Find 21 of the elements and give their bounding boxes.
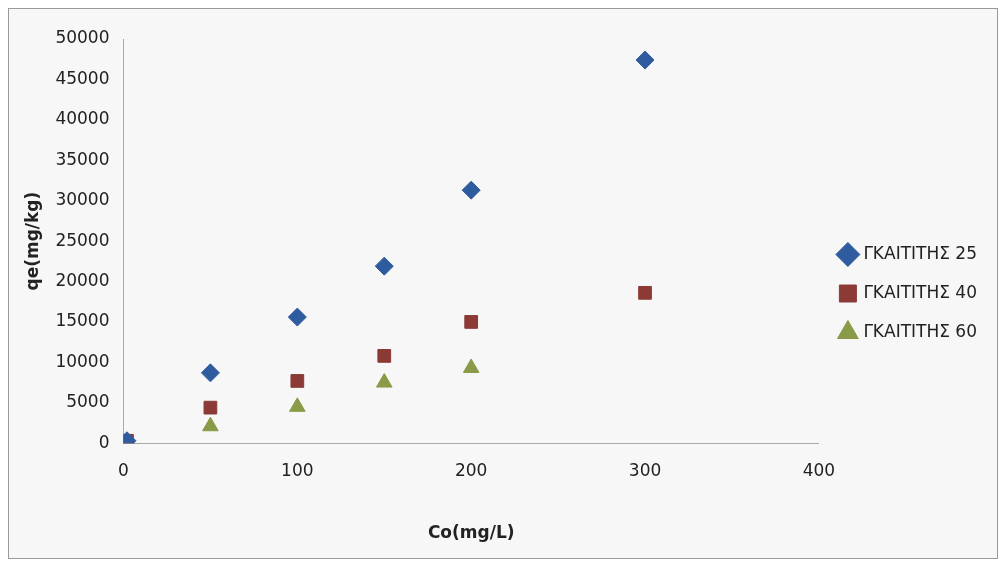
y-tick-label: 30000	[55, 189, 110, 210]
x-tick-label: 200	[454, 459, 488, 480]
y-tick-label: 15000	[55, 310, 110, 331]
y-tick-label: 5000	[66, 391, 110, 412]
x-tick-label: 0	[118, 459, 129, 480]
y-tick-label: 35000	[55, 148, 110, 169]
x-tick-label: 400	[802, 459, 836, 480]
legend-label: ΓΚΑΙΤΙΤΗΣ 60	[863, 320, 977, 341]
legend-label: ΓΚΑΙΤΙΤΗΣ 25	[863, 242, 977, 263]
x-axis-title: Co(mg/L)	[427, 522, 515, 543]
legend-label: ΓΚΑΙΤΙΤΗΣ 40	[863, 281, 977, 302]
x-tick-label: 300	[628, 459, 662, 480]
y-tick-label: 50000	[55, 27, 110, 48]
y-tick-label: 25000	[55, 229, 110, 250]
y-tick-label: 40000	[55, 108, 110, 129]
y-tick-label: 20000	[55, 269, 110, 290]
y-tick-label: 10000	[55, 350, 110, 371]
y-axis-title: qe(mg/kg)	[21, 191, 42, 291]
y-tick-label: 0	[98, 431, 110, 452]
x-tick-label: 100	[281, 459, 314, 480]
y-tick-label: 45000	[55, 67, 110, 88]
